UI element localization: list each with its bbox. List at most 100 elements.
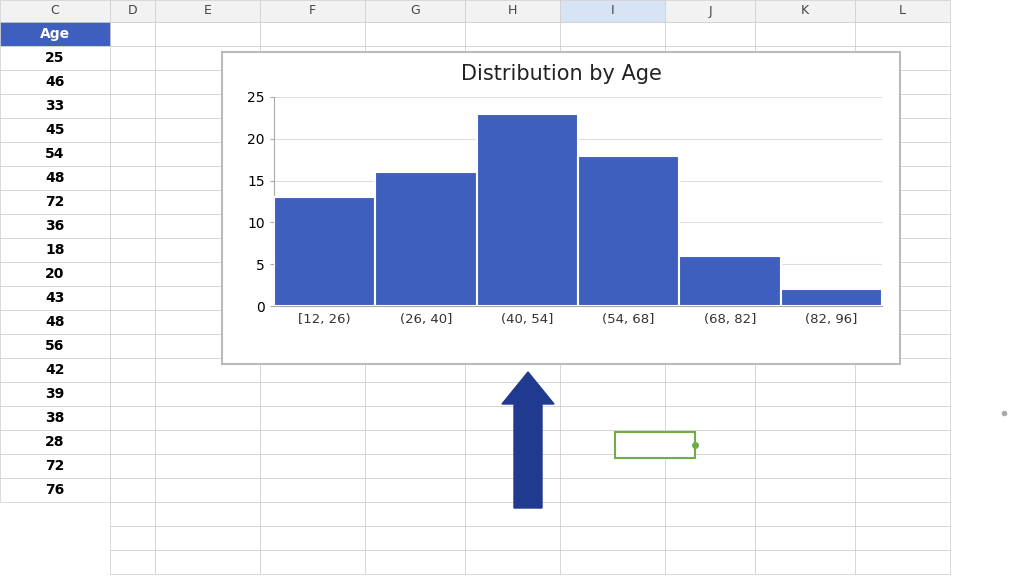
Bar [365,502,465,526]
Bar [465,22,560,46]
Bar [855,334,950,358]
Bar [110,358,155,382]
Bar [560,430,665,454]
Bar [755,214,855,238]
Bar [155,94,260,118]
Bar [755,94,855,118]
Text: J: J [709,5,712,17]
Bar [260,118,365,142]
Bar [465,190,560,214]
Text: 45: 45 [45,123,65,137]
Bar [755,478,855,502]
Bar [665,22,755,46]
Bar [855,406,950,430]
Bar [855,526,950,550]
Bar [155,334,260,358]
Bar [260,166,365,190]
Bar [560,214,665,238]
Bar [260,406,365,430]
Text: 36: 36 [45,219,65,233]
Bar [560,478,665,502]
Text: 25: 25 [45,51,65,65]
Bar [260,0,365,22]
Bar [155,502,260,526]
Text: C: C [50,5,59,17]
Bar [665,430,755,454]
Bar [110,478,155,502]
Bar [365,70,465,94]
Bar [0,286,110,310]
Bar [755,430,855,454]
Bar [755,358,855,382]
Bar [110,142,155,166]
Bar [560,46,665,70]
Bar [155,454,260,478]
Bar [755,454,855,478]
Bar [110,382,155,406]
Bar [260,550,365,574]
Bar [755,238,855,262]
Bar [110,190,155,214]
Bar [855,190,950,214]
Bar [476,113,578,306]
Bar [465,94,560,118]
Bar [855,454,950,478]
Bar [465,286,560,310]
Bar [155,46,260,70]
Bar [465,454,560,478]
Bar [465,526,560,550]
Text: G: G [411,5,420,17]
Bar [110,94,155,118]
Bar [755,406,855,430]
Bar [110,0,155,22]
Text: 72: 72 [45,195,65,209]
Bar [855,94,950,118]
Bar [0,310,110,334]
Text: L: L [899,5,906,17]
Bar [465,142,560,166]
Bar [755,166,855,190]
Text: 76: 76 [45,483,65,497]
Bar [0,214,110,238]
Bar [560,70,665,94]
Bar [155,526,260,550]
Bar [155,166,260,190]
Bar [560,0,665,22]
Bar [260,502,365,526]
Bar [560,310,665,334]
Bar [274,198,376,306]
Bar [855,22,950,46]
Bar [365,214,465,238]
Bar [755,310,855,334]
Bar [665,166,755,190]
Text: K: K [801,5,809,17]
Bar [155,550,260,574]
Bar [665,118,755,142]
Bar [755,190,855,214]
Bar [560,142,665,166]
Bar [155,478,260,502]
Bar [260,478,365,502]
Bar [365,190,465,214]
Bar [110,406,155,430]
Bar [155,382,260,406]
Bar [365,526,465,550]
Bar [155,190,260,214]
Bar [365,430,465,454]
Bar [855,166,950,190]
Bar [855,70,950,94]
Bar [560,358,665,382]
Bar [755,0,855,22]
Text: 20: 20 [45,267,65,281]
Bar [260,70,365,94]
Bar [365,310,465,334]
Bar [560,262,665,286]
Bar [260,310,365,334]
Text: 46: 46 [45,75,65,89]
Bar [365,94,465,118]
Bar [465,550,560,574]
Bar [260,334,365,358]
Bar [155,70,260,94]
Bar [755,550,855,574]
Bar [110,262,155,286]
